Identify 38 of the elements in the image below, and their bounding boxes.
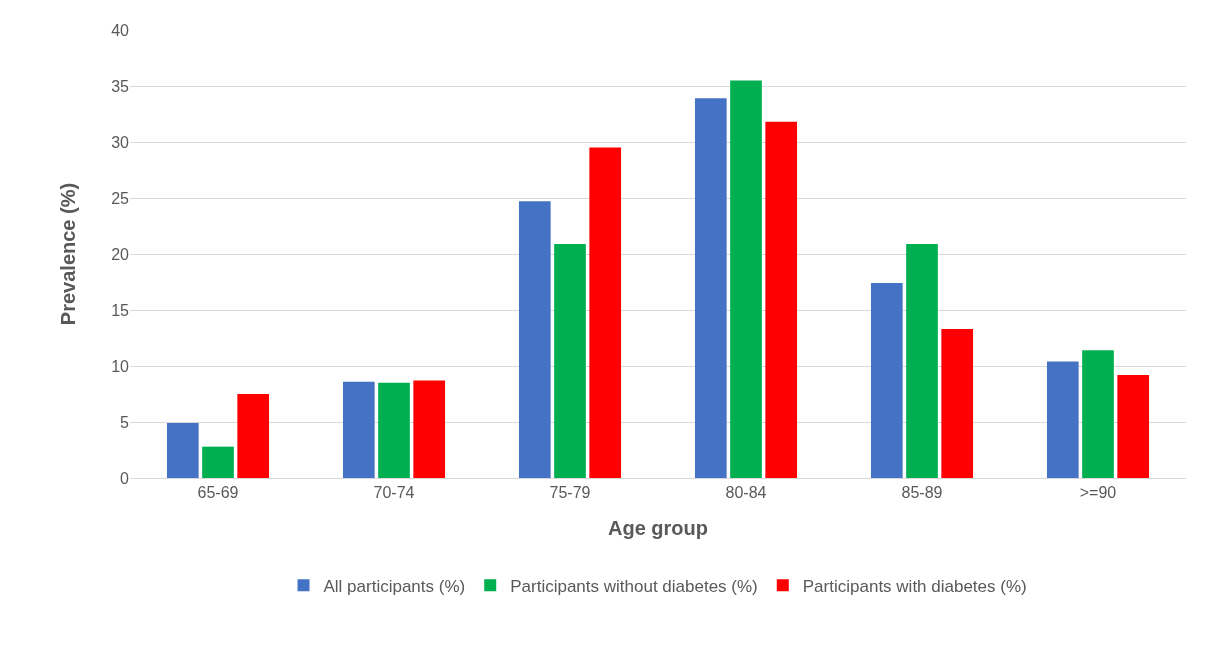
legend-label: All participants (%) — [323, 576, 466, 596]
y-tick-label: 15 — [111, 301, 130, 319]
bar — [413, 380, 446, 478]
y-tick-label: 0 — [120, 469, 130, 487]
bar — [1117, 374, 1150, 478]
x-tick-label: 75-79 — [549, 484, 591, 502]
bar — [554, 243, 586, 478]
x-axis-title: Age group — [608, 516, 708, 539]
y-tick-label: 30 — [111, 133, 130, 151]
bar — [518, 201, 551, 478]
y-tick-label: 35 — [111, 77, 130, 95]
bar — [342, 381, 375, 478]
x-tick-label: 80-84 — [725, 484, 767, 502]
bar — [730, 80, 762, 478]
bar — [589, 147, 622, 478]
y-tick-label: 25 — [111, 189, 130, 207]
bar — [1046, 361, 1079, 478]
x-tick-label: 85-89 — [901, 484, 943, 502]
bar — [166, 423, 199, 478]
y-axis-title: Prevalence (%) — [56, 182, 79, 326]
y-tick-label: 40 — [111, 21, 130, 39]
legend-label: Participants with diabetes (%) — [802, 576, 1027, 596]
bar — [202, 446, 234, 478]
legend-label: Participants without diabetes (%) — [510, 576, 758, 596]
y-tick-label: 5 — [120, 413, 130, 431]
bar — [870, 283, 903, 478]
x-tick-label: 65-69 — [197, 484, 239, 502]
bar — [765, 121, 798, 478]
bar — [1082, 350, 1114, 478]
y-tick-label: 10 — [111, 357, 130, 375]
bar — [237, 394, 270, 478]
bar — [378, 382, 410, 478]
x-tick-label: 70-74 — [373, 484, 415, 502]
x-tick-label: >=90 — [1079, 484, 1117, 502]
bar — [906, 243, 938, 478]
bar — [694, 98, 727, 478]
bar — [941, 329, 974, 478]
y-tick-label: 20 — [111, 245, 130, 263]
